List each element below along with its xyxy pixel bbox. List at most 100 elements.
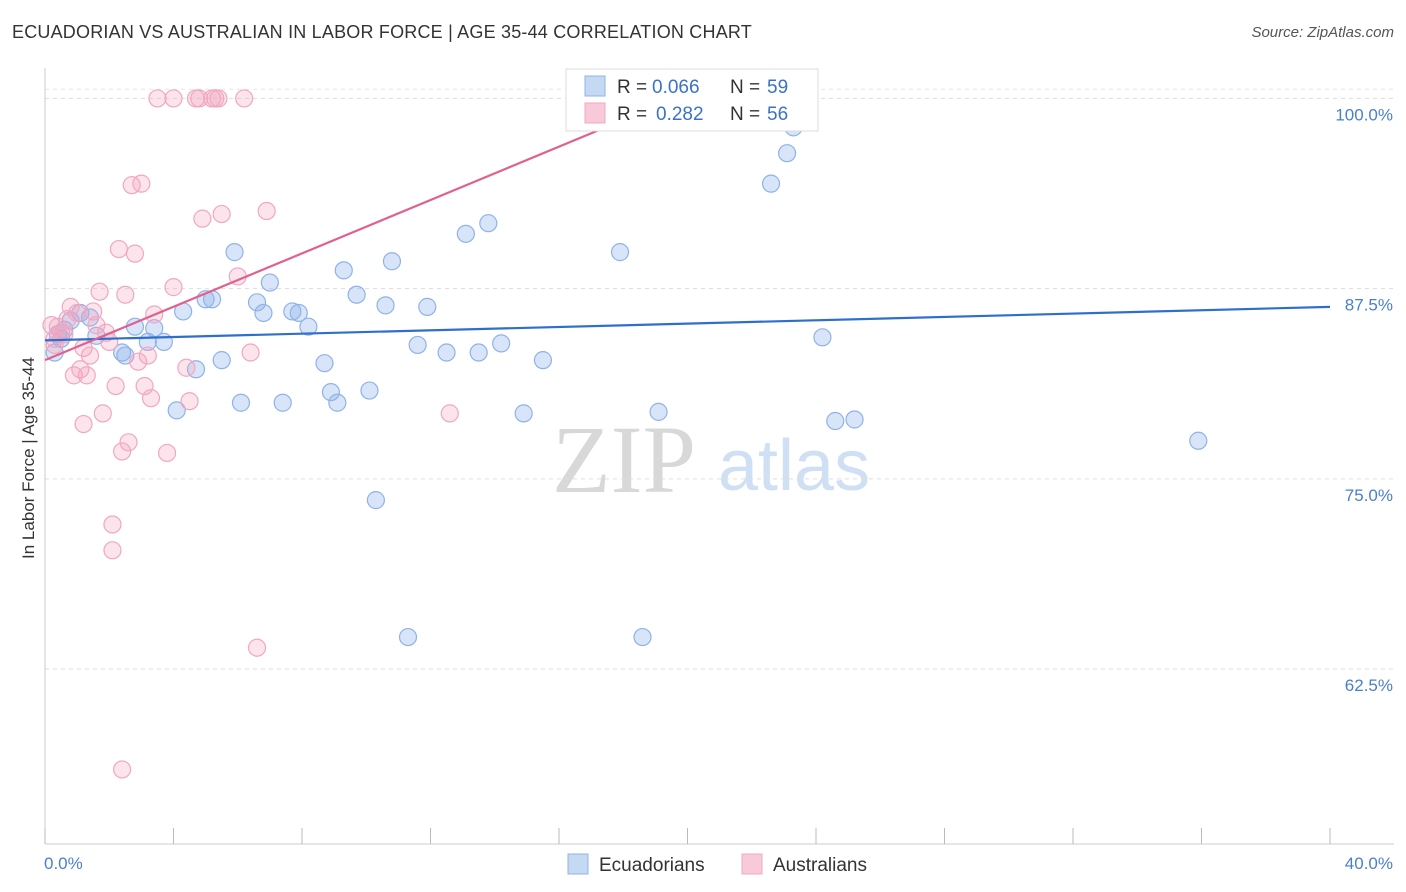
australians-point xyxy=(141,389,161,408)
australians-point xyxy=(193,209,212,228)
australians-point xyxy=(138,346,157,365)
ecuadorians-point xyxy=(826,411,845,431)
ecuadorians-point xyxy=(212,351,231,370)
watermark-atlas: atlas xyxy=(718,426,870,506)
legend-swatch-australians xyxy=(584,102,606,124)
australians-point xyxy=(109,239,128,259)
ecuadorians-point xyxy=(254,303,273,323)
legend-swatch-ecuadorians xyxy=(584,75,606,97)
australians-point xyxy=(129,352,148,371)
y-tick-label: 75.0% xyxy=(1345,486,1393,505)
bottom-legend-swatch-ecuadorians xyxy=(567,853,589,875)
legend-r-value-2: 0.282 xyxy=(656,104,704,125)
australians-point xyxy=(119,433,138,452)
australians-point xyxy=(106,376,125,396)
chart-title: ECUADORIAN VS AUSTRALIAN IN LABOR FORCE … xyxy=(12,22,752,42)
ecuadorians-point xyxy=(813,328,832,347)
legend-r-label-1: R = xyxy=(617,77,647,98)
y-tick-label: 100.0% xyxy=(1335,105,1393,124)
australians-point xyxy=(84,302,103,321)
australians-point xyxy=(190,89,209,108)
ecuadorians-point xyxy=(1189,431,1208,450)
ecuadorians-point xyxy=(761,174,781,193)
australians-point xyxy=(132,174,151,193)
ecuadorians-point xyxy=(231,393,251,412)
ecuadorians-point xyxy=(469,343,488,362)
ecuadorians-point xyxy=(398,627,418,647)
ecuadorians-point xyxy=(533,351,553,370)
australians-point xyxy=(440,404,459,423)
australians-point xyxy=(122,176,141,195)
australians-point xyxy=(112,442,132,461)
australians-point xyxy=(257,201,276,221)
ecuadorians-point xyxy=(225,243,244,262)
australians-point xyxy=(116,285,135,304)
watermark-zip: ZIP xyxy=(552,406,696,513)
axes xyxy=(44,68,1394,845)
ecuadorians-point xyxy=(437,343,456,362)
legend-r-label-2: R = xyxy=(617,104,647,125)
australians-point xyxy=(212,204,231,224)
australians-point xyxy=(148,89,167,108)
ecuadorians-point xyxy=(283,302,302,321)
australians-point xyxy=(103,541,122,560)
australians-point xyxy=(77,366,96,385)
y-tick-label: 87.5% xyxy=(1345,296,1393,315)
australians-point xyxy=(180,392,199,411)
ecuadorians-point xyxy=(360,381,379,400)
ecuadorians-point xyxy=(408,335,427,355)
australians-trend-line xyxy=(44,88,698,362)
australians-point xyxy=(241,343,260,362)
bottom-legend-australians: Australians xyxy=(773,855,867,876)
australians-point xyxy=(87,316,106,335)
legend-n-value-2: 56 xyxy=(767,104,788,125)
bottom-legend-swatch-australians xyxy=(741,853,763,875)
legend-box xyxy=(565,68,819,132)
ecuadorians-point xyxy=(289,303,308,323)
ecuadorians-point xyxy=(649,402,668,421)
ecuadorians-point xyxy=(154,332,173,351)
y-tick-labels: 62.5% 75.0% 87.5% 100.0% xyxy=(1335,105,1393,695)
australians-point xyxy=(164,89,183,108)
x-tick-label-min: 0.0% xyxy=(44,854,83,873)
ecuadorians-point xyxy=(777,144,797,163)
correlation-legend: R = 0.066 N = 59 R = 0.282 N = 56 xyxy=(565,68,819,132)
ecuadorians-point xyxy=(247,293,267,312)
ecuadorians-point xyxy=(347,285,366,304)
ecuadorians-point xyxy=(186,360,206,379)
ecuadorians-point xyxy=(382,252,402,271)
ecuadorians-point xyxy=(479,214,498,233)
gridlines xyxy=(45,88,1394,670)
ecuadorians-point xyxy=(328,393,347,412)
x-ticks xyxy=(44,828,1331,844)
ecuadorians-point xyxy=(273,393,292,412)
ecuadorians-point xyxy=(845,410,864,429)
x-tick-label-max: 40.0% xyxy=(1345,854,1393,873)
australians-point xyxy=(164,278,183,297)
australians-point xyxy=(157,443,177,463)
ecuadorians-point xyxy=(321,382,341,402)
australians-point xyxy=(74,414,93,434)
ecuadorians-point xyxy=(315,354,334,373)
source-label: Source: ZipAtlas.com xyxy=(1251,24,1394,41)
ecuadorians-point xyxy=(610,243,630,262)
australians-point xyxy=(112,760,132,779)
australians-point xyxy=(42,316,61,335)
legend-n-value-1: 59 xyxy=(767,77,788,98)
bottom-legend-ecuadorians: Ecuadorians xyxy=(599,855,705,876)
legend-r-value-1: 0.066 xyxy=(652,77,700,98)
ecuadorians-point xyxy=(112,343,132,362)
australians-points xyxy=(42,89,459,779)
australians-point xyxy=(93,404,112,423)
ecuadorians-point xyxy=(633,627,652,647)
series-legend: Ecuadorians Australians xyxy=(567,853,867,876)
ecuadorians-point xyxy=(167,401,186,420)
australians-point xyxy=(90,282,109,301)
trend-lines xyxy=(44,88,1331,362)
australians-point xyxy=(177,358,196,377)
australians-point xyxy=(209,89,228,108)
y-axis-label: In Labor Force | Age 35-44 xyxy=(19,357,38,559)
australians-point xyxy=(68,303,87,323)
ecuadorians-point xyxy=(366,491,385,510)
